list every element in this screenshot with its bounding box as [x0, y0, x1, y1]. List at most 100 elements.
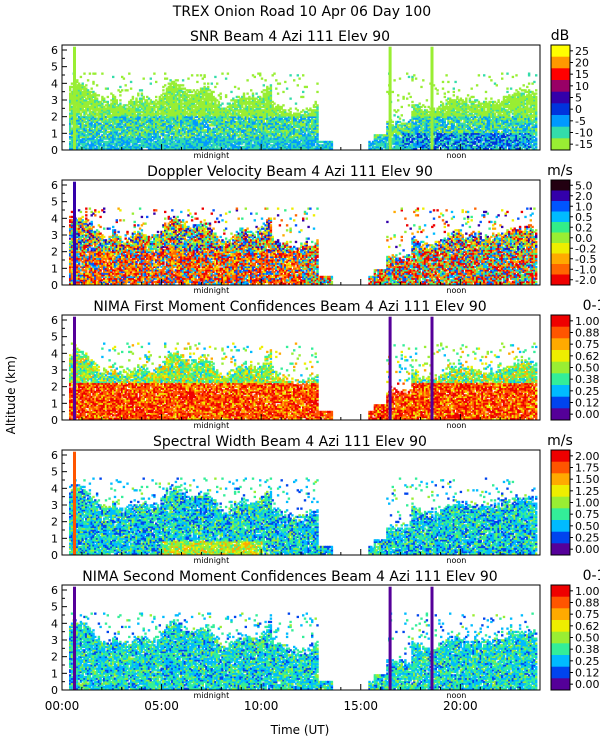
data-cell: [137, 114, 140, 117]
data-cell: [169, 94, 172, 97]
data-cell: [106, 142, 109, 145]
data-cell: [174, 135, 178, 139]
data-cell: [117, 89, 120, 92]
data-cell: [181, 90, 185, 94]
data-cell: [122, 109, 126, 112]
data-cell: [128, 102, 131, 105]
data-cell: [104, 109, 108, 112]
data-cell: [77, 137, 81, 140]
data-cell: [86, 79, 90, 82]
data-cell: [69, 125, 72, 129]
data-cell: [95, 94, 99, 97]
data-cell: [129, 125, 133, 129]
data-cell: [101, 147, 104, 150]
data-cell: [171, 119, 174, 122]
data-cell: [135, 122, 138, 125]
data-cell: [128, 132, 131, 135]
data-cell: [400, 105, 403, 109]
data-cell: [83, 115, 86, 119]
data-cell: [140, 99, 144, 102]
data-cell: [180, 102, 183, 105]
data-cell: [137, 122, 140, 125]
data-cell: [140, 100, 144, 104]
data-cell: [110, 115, 113, 119]
data-cell: [165, 87, 169, 90]
data-cell: [117, 112, 120, 115]
data-cell: [302, 90, 305, 94]
data-cell: [95, 119, 99, 122]
data-cell: [138, 144, 142, 147]
data-cell: [86, 134, 90, 137]
data-cell: [207, 85, 210, 89]
data-cell: [149, 125, 152, 129]
data-cell: [77, 112, 81, 115]
data-cell: [178, 97, 181, 100]
data-cell: [156, 147, 160, 150]
data-cell: [133, 147, 136, 150]
data-cell: [172, 137, 176, 140]
data-cell: [135, 144, 138, 147]
data-cell: [95, 120, 99, 124]
data-cell: [69, 147, 72, 150]
data-cell: [119, 134, 122, 137]
data-cell: [101, 99, 104, 102]
data-cell: [95, 137, 99, 140]
data-cell: [113, 105, 117, 109]
data-cell: [178, 147, 181, 150]
data-cell: [178, 102, 181, 105]
data-cell: [133, 129, 136, 132]
data-cell: [133, 104, 136, 107]
data-cell: [128, 100, 131, 104]
data-cell: [106, 112, 109, 115]
data-cell: [144, 122, 147, 125]
data-cell: [129, 115, 133, 119]
data-cell: [133, 135, 136, 139]
data-cell: [160, 114, 163, 117]
data-cell: [164, 129, 167, 132]
data-cell: [140, 125, 144, 129]
data-cell: [108, 135, 111, 139]
data-cell: [79, 120, 83, 124]
data-cell: [185, 142, 188, 145]
data-cell: [133, 134, 136, 137]
data-cell: [92, 147, 95, 150]
data-cell: [112, 127, 115, 130]
data-cell: [108, 137, 111, 140]
data-cell: [77, 125, 81, 129]
data-cell: [149, 120, 152, 124]
data-cell: [172, 122, 176, 125]
data-cell: [99, 102, 102, 105]
data-cell: [180, 114, 183, 117]
data-cell: [185, 105, 188, 109]
data-cell: [140, 145, 144, 149]
data-cell: [117, 109, 120, 112]
data-cell: [167, 130, 170, 134]
data-cell: [115, 112, 118, 115]
data-cell: [131, 115, 135, 119]
data-cell: [90, 105, 93, 109]
data-cell: [413, 74, 416, 77]
data-cell: [153, 124, 156, 127]
data-cell: [164, 77, 167, 80]
data-cell: [101, 134, 104, 137]
data-cell: [99, 110, 102, 114]
data-cell: [165, 139, 169, 142]
data-cell: [178, 124, 181, 127]
data-cell: [86, 147, 90, 150]
data-cell: [110, 99, 113, 102]
data-cell: [140, 110, 144, 114]
data-cell: [129, 114, 133, 117]
data-cell: [104, 119, 108, 122]
data-cell: [142, 115, 145, 119]
data-cell: [185, 120, 188, 124]
data-cell: [128, 124, 131, 127]
data-cell: [178, 137, 181, 140]
data-cell: [86, 120, 90, 124]
data-cell: [174, 95, 178, 99]
data-cell: [129, 137, 133, 140]
data-cell: [137, 120, 140, 124]
data-cell: [160, 140, 163, 144]
data-cell: [167, 125, 170, 129]
data-cell: [181, 140, 185, 144]
data-cell: [97, 134, 101, 137]
